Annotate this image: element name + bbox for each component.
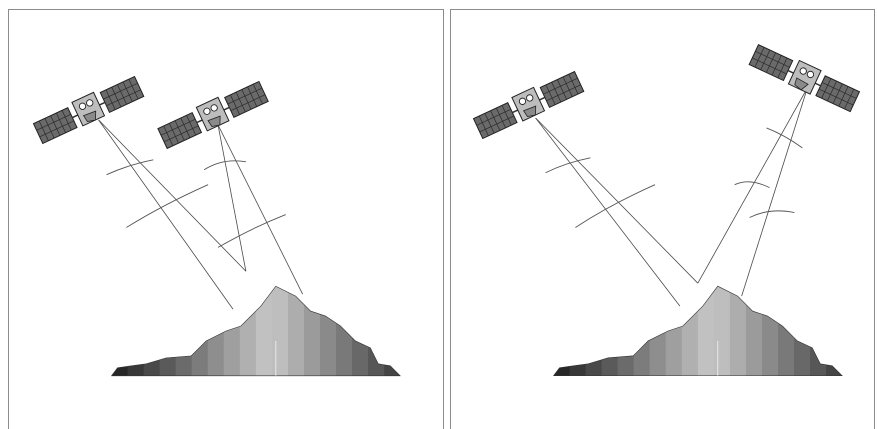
mountain-band — [336, 286, 353, 376]
mountain-band — [681, 286, 699, 376]
mountain-band — [159, 286, 177, 376]
signal-wave-arc — [203, 160, 246, 171]
signal-ray — [98, 119, 234, 310]
signal-wave-arc — [749, 210, 795, 218]
satellite-antenna — [794, 77, 809, 91]
mountain-band — [384, 286, 401, 376]
solar-panel — [157, 111, 203, 150]
satellite-body — [787, 59, 822, 95]
right-diagram-canvas — [472, 44, 861, 377]
mountain-band — [271, 286, 289, 376]
signal-ray — [98, 119, 247, 272]
mountain-band — [633, 286, 651, 376]
right-diagram-panel — [450, 9, 875, 429]
satellite-body — [511, 86, 546, 122]
mountain-band — [826, 286, 843, 376]
signal-wave-arc — [734, 181, 770, 189]
mountain-icon — [552, 285, 843, 377]
mountain-band — [255, 286, 273, 376]
mountain-outline — [552, 285, 843, 377]
mountain-band — [191, 286, 209, 376]
mountain-band — [320, 286, 337, 376]
solar-panel — [748, 44, 794, 82]
satellite-sensor — [518, 97, 527, 105]
satellite-sensor — [526, 94, 534, 102]
signal-wave-arc — [217, 214, 286, 248]
signal-ray — [741, 88, 808, 297]
satellite-sensor — [806, 70, 815, 79]
mountain-band — [207, 286, 225, 376]
satellite-icon — [157, 80, 269, 150]
signal-wave-arc — [545, 157, 591, 174]
mountain-band — [761, 286, 779, 376]
mountain-band — [617, 286, 635, 376]
mountain-band — [778, 286, 795, 376]
satellite-body — [195, 96, 230, 132]
mountain-icon — [110, 285, 401, 377]
mountain-band — [601, 286, 619, 376]
mountain-band — [553, 286, 571, 376]
mountain-band — [352, 286, 369, 376]
satellite-icon — [748, 44, 861, 113]
solar-panel — [32, 106, 78, 145]
mountain-band — [745, 286, 763, 376]
satellite-antenna — [82, 110, 97, 122]
satellite-icon — [472, 70, 585, 140]
left-diagram-panel — [8, 9, 444, 429]
satellite-icon — [32, 75, 145, 145]
mountain-band — [143, 286, 161, 376]
satellite-sensor — [799, 67, 807, 75]
mountain-outline — [110, 285, 401, 377]
solar-panel — [99, 75, 145, 114]
solar-panel — [539, 70, 585, 109]
signal-ray — [535, 117, 681, 307]
satellite-sensor — [78, 102, 87, 110]
satellite-sensor — [203, 107, 211, 115]
mountain-band — [111, 286, 129, 376]
signal-wave-arc — [766, 127, 803, 149]
signal-ray — [535, 117, 699, 284]
mountain-band — [713, 286, 731, 376]
solar-panel — [472, 102, 518, 140]
signal-wave-arc — [575, 184, 656, 228]
mountain-band — [649, 286, 667, 376]
mountain-band — [239, 286, 257, 376]
mountain-band — [729, 286, 747, 376]
satellite-antenna — [522, 105, 537, 118]
mountain-band — [175, 286, 193, 376]
signal-wave-arc — [126, 184, 209, 228]
mountain-band — [287, 286, 305, 376]
mountain-band — [794, 286, 811, 376]
satellite-antenna — [207, 115, 221, 127]
signal-ray — [217, 124, 304, 295]
signal-wave-arc — [106, 159, 154, 176]
mountain-band — [585, 286, 603, 376]
signal-ray — [697, 87, 808, 284]
left-diagram-canvas — [32, 75, 401, 377]
mountain-band — [697, 286, 715, 376]
mountain-band — [303, 286, 321, 376]
solar-panel — [815, 75, 861, 113]
satellite-sensor — [86, 99, 94, 107]
satellite-body — [71, 91, 106, 127]
mountain-band — [223, 286, 241, 376]
solar-panel — [224, 80, 269, 118]
signal-ray — [217, 124, 247, 272]
satellite-sensor — [210, 104, 218, 112]
